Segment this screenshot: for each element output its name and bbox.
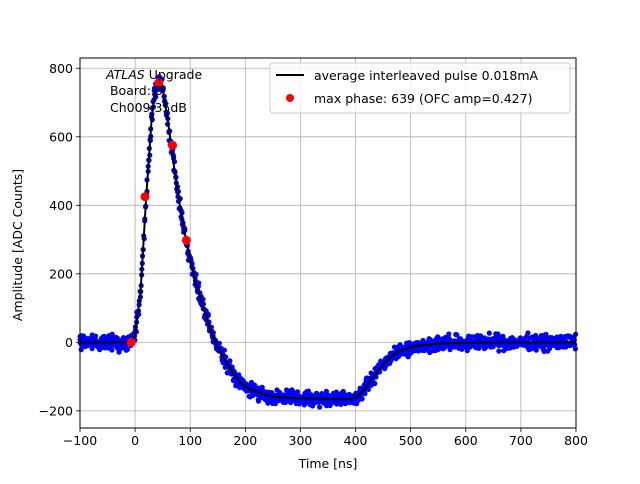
raw-sample-point xyxy=(454,332,460,338)
max-phase-point xyxy=(126,337,136,347)
raw-sample-point xyxy=(469,334,475,340)
y-tick-label: 800 xyxy=(49,61,73,76)
max-phase-point xyxy=(154,78,164,88)
y-tick-label: 0 xyxy=(65,335,73,350)
x-tick-label: 300 xyxy=(289,433,313,448)
raw-sample-point xyxy=(216,340,222,346)
raw-sample-point xyxy=(124,346,131,352)
max-phase-series xyxy=(126,78,191,347)
tick-layer: −100 0 100 200 300 400 500 600 700 800 −200 0 200 400… xyxy=(39,61,588,448)
x-tick-label: −100 xyxy=(63,433,97,448)
raw-sample-point xyxy=(109,347,115,353)
raw-sample-point xyxy=(92,333,99,339)
grid-layer xyxy=(79,58,577,428)
y-tick-label: −200 xyxy=(39,403,73,418)
raw-sample-point xyxy=(227,358,233,364)
raw-sample-point xyxy=(446,331,452,337)
raw-sample-point xyxy=(435,334,441,340)
legend: average interleaved pulse 0.018mA max ph… xyxy=(269,62,571,114)
raw-sample-point xyxy=(476,345,482,351)
raw-sample-point xyxy=(490,344,496,350)
raw-sample-point xyxy=(205,311,211,317)
raw-sample-point xyxy=(372,380,378,387)
plot-frame xyxy=(79,57,577,429)
y-tick-label: 400 xyxy=(49,198,73,213)
x-axis-label: Time [ns] xyxy=(298,456,358,471)
raw-sample-point xyxy=(114,335,120,341)
raw-sample-point xyxy=(533,347,539,353)
raw-sample-point xyxy=(236,372,242,378)
raw-sample-point xyxy=(196,280,202,286)
raw-sample-point xyxy=(250,392,256,398)
legend-label-average-pulse: average interleaved pulse 0.018mA xyxy=(314,68,539,83)
raw-sample-point xyxy=(464,348,470,354)
max-phase-point xyxy=(168,140,178,150)
x-tick-label: 500 xyxy=(399,433,423,448)
x-tick-label: 600 xyxy=(454,433,478,448)
raw-samples-series xyxy=(77,74,579,410)
raw-sample-point xyxy=(359,396,365,402)
max-phase-point xyxy=(140,192,150,202)
raw-sample-point xyxy=(496,348,502,354)
x-tick-label: 200 xyxy=(233,433,257,448)
raw-sample-point xyxy=(525,330,531,336)
raw-sample-point xyxy=(572,346,579,352)
raw-sample-point xyxy=(221,347,227,353)
raw-sample-point xyxy=(305,388,312,394)
raw-sample-point xyxy=(495,331,501,337)
max-phase-point xyxy=(181,235,191,245)
annotation-line-2: Board: 0 xyxy=(106,83,163,98)
raw-sample-point xyxy=(294,389,301,395)
annotation-atlas: ATLAS xyxy=(105,67,145,82)
raw-sample-point xyxy=(486,330,492,336)
y-axis-label: Amplitude [ADC Counts] xyxy=(10,169,25,321)
raw-sample-point xyxy=(362,391,368,397)
raw-sample-point xyxy=(365,386,371,392)
y-tick-label: 600 xyxy=(49,129,73,144)
annotation-line-1: ATLAS Upgrade xyxy=(105,67,202,82)
legend-label-max-phase: max phase: 639 (OFC amp=0.427) xyxy=(314,91,532,106)
x-tick-label: 800 xyxy=(564,433,588,448)
x-tick-label: 100 xyxy=(178,433,202,448)
annotation-line-3: Ch009 35dB xyxy=(106,100,187,115)
raw-sample-point xyxy=(317,404,323,410)
x-tick-label: 0 xyxy=(131,433,139,448)
x-tick-label: 400 xyxy=(344,433,368,448)
legend-marker-max-phase xyxy=(286,94,294,102)
x-tick-label: 700 xyxy=(509,433,533,448)
annotation-upgrade: Upgrade xyxy=(145,67,203,82)
legend-box xyxy=(269,62,571,114)
y-tick-label: 200 xyxy=(49,266,73,281)
